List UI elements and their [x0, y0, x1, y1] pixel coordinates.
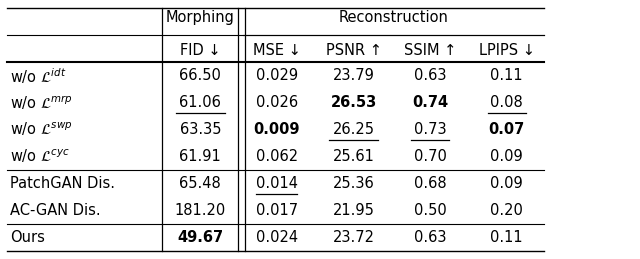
- Text: Reconstruction: Reconstruction: [339, 10, 449, 25]
- Text: 0.70: 0.70: [413, 149, 447, 164]
- Text: 23.72: 23.72: [333, 230, 374, 244]
- Text: 0.11: 0.11: [490, 230, 523, 244]
- Text: w/o $\mathcal{L}^{mrp}$: w/o $\mathcal{L}^{mrp}$: [10, 93, 73, 112]
- Text: SSIM ↑: SSIM ↑: [404, 43, 456, 57]
- Text: 0.09: 0.09: [490, 149, 523, 164]
- Text: 0.08: 0.08: [490, 95, 523, 110]
- Text: 23.79: 23.79: [333, 68, 374, 83]
- Text: 0.63: 0.63: [414, 68, 447, 83]
- Text: MSE ↓: MSE ↓: [253, 43, 301, 57]
- Text: Morphing: Morphing: [166, 10, 235, 25]
- Text: 66.50: 66.50: [179, 68, 221, 83]
- Text: 0.024: 0.024: [256, 230, 298, 244]
- Text: PatchGAN Dis.: PatchGAN Dis.: [10, 176, 115, 191]
- Text: 26.53: 26.53: [330, 95, 377, 110]
- Text: 26.25: 26.25: [333, 122, 374, 137]
- Text: 0.014: 0.014: [256, 176, 298, 191]
- Text: 21.95: 21.95: [333, 203, 374, 218]
- Text: 0.009: 0.009: [253, 122, 300, 137]
- Text: w/o $\mathcal{L}^{cyc}$: w/o $\mathcal{L}^{cyc}$: [10, 148, 70, 165]
- Text: 0.11: 0.11: [490, 68, 523, 83]
- Text: 63.35: 63.35: [179, 122, 221, 137]
- Text: 0.062: 0.062: [256, 149, 298, 164]
- Text: 0.029: 0.029: [256, 68, 298, 83]
- Text: 61.06: 61.06: [179, 95, 221, 110]
- Text: 65.48: 65.48: [179, 176, 221, 191]
- Text: 25.61: 25.61: [333, 149, 374, 164]
- Text: Ours: Ours: [10, 230, 45, 244]
- Text: FID ↓: FID ↓: [180, 43, 221, 57]
- Text: 0.63: 0.63: [414, 230, 447, 244]
- Text: 0.026: 0.026: [256, 95, 298, 110]
- Text: LPIPS ↓: LPIPS ↓: [479, 43, 535, 57]
- Text: PSNR ↑: PSNR ↑: [326, 43, 381, 57]
- Text: 0.50: 0.50: [414, 203, 447, 218]
- Text: 0.09: 0.09: [490, 176, 523, 191]
- Text: w/o $\mathcal{L}^{swp}$: w/o $\mathcal{L}^{swp}$: [10, 121, 73, 138]
- Text: w/o $\mathcal{L}^{idt}$: w/o $\mathcal{L}^{idt}$: [10, 66, 67, 85]
- Text: 0.20: 0.20: [490, 203, 524, 218]
- Text: 0.07: 0.07: [489, 122, 525, 137]
- Text: 181.20: 181.20: [175, 203, 226, 218]
- Text: 0.74: 0.74: [412, 95, 448, 110]
- Text: 0.017: 0.017: [256, 203, 298, 218]
- Text: 49.67: 49.67: [177, 230, 223, 244]
- Text: AC-GAN Dis.: AC-GAN Dis.: [10, 203, 101, 218]
- Text: 25.36: 25.36: [333, 176, 374, 191]
- Text: 0.68: 0.68: [414, 176, 447, 191]
- Text: 0.73: 0.73: [414, 122, 447, 137]
- Text: 61.91: 61.91: [179, 149, 221, 164]
